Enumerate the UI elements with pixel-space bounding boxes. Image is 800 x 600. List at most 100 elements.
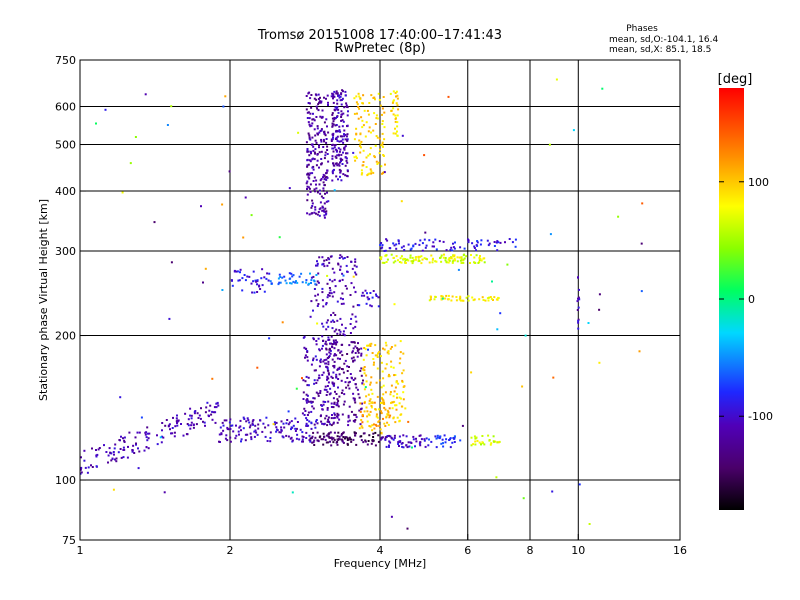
data-point bbox=[283, 426, 286, 429]
data-point bbox=[479, 243, 482, 246]
data-point bbox=[295, 387, 298, 390]
data-point bbox=[340, 110, 343, 113]
data-point bbox=[368, 402, 371, 405]
colorbar-tick-label: 100 bbox=[748, 176, 769, 189]
data-point bbox=[310, 437, 313, 440]
data-point bbox=[96, 453, 99, 456]
data-point bbox=[279, 281, 282, 284]
data-point bbox=[384, 163, 386, 166]
data-point bbox=[206, 401, 209, 404]
data-point bbox=[308, 177, 311, 180]
data-point bbox=[396, 104, 399, 107]
data-point bbox=[483, 443, 486, 446]
data-point bbox=[332, 169, 335, 172]
data-point bbox=[337, 378, 340, 380]
data-point bbox=[255, 431, 258, 434]
data-point bbox=[321, 287, 324, 290]
data-point bbox=[344, 285, 347, 287]
data-point bbox=[389, 441, 392, 444]
data-point bbox=[404, 258, 407, 260]
data-point bbox=[360, 173, 363, 176]
data-point bbox=[419, 239, 422, 242]
data-point bbox=[392, 99, 395, 102]
data-point bbox=[431, 258, 434, 261]
data-point bbox=[345, 386, 348, 389]
data-point bbox=[305, 279, 308, 282]
data-point bbox=[396, 121, 399, 124]
data-point bbox=[344, 437, 346, 440]
data-point bbox=[382, 154, 385, 156]
data-point bbox=[349, 323, 352, 325]
data-point bbox=[145, 431, 148, 434]
data-point bbox=[340, 99, 343, 101]
data-point bbox=[326, 149, 329, 151]
data-point bbox=[452, 254, 455, 257]
data-point bbox=[390, 365, 393, 368]
data-point bbox=[392, 257, 395, 259]
data-point bbox=[299, 428, 302, 431]
data-point bbox=[476, 439, 479, 442]
data-point bbox=[344, 327, 347, 330]
data-point bbox=[433, 298, 436, 301]
data-point bbox=[156, 434, 158, 437]
data-point bbox=[448, 259, 451, 262]
data-point bbox=[311, 166, 314, 169]
data-point bbox=[342, 371, 345, 374]
data-point bbox=[322, 443, 325, 446]
data-point bbox=[366, 415, 369, 418]
data-point bbox=[358, 348, 360, 351]
data-point bbox=[333, 354, 336, 357]
data-points bbox=[79, 78, 644, 530]
data-point bbox=[317, 337, 320, 340]
data-point bbox=[334, 106, 337, 109]
data-point bbox=[322, 197, 325, 199]
data-point bbox=[431, 245, 434, 248]
data-point bbox=[601, 87, 604, 90]
data-point bbox=[363, 410, 366, 413]
data-point bbox=[264, 426, 267, 429]
data-point bbox=[337, 349, 340, 352]
data-point bbox=[368, 434, 371, 437]
data-point bbox=[312, 275, 315, 278]
data-point bbox=[369, 345, 372, 347]
data-point bbox=[327, 435, 330, 438]
data-point bbox=[495, 241, 498, 244]
data-point bbox=[354, 401, 357, 404]
data-point bbox=[205, 406, 208, 409]
data-point bbox=[368, 425, 371, 427]
data-point bbox=[335, 354, 338, 357]
data-point bbox=[171, 432, 174, 435]
data-point bbox=[375, 413, 378, 416]
data-point bbox=[375, 293, 377, 296]
data-point bbox=[304, 354, 307, 357]
data-point bbox=[382, 417, 384, 420]
data-point bbox=[244, 433, 247, 436]
data-point bbox=[337, 438, 340, 441]
data-point bbox=[252, 423, 254, 426]
data-point bbox=[215, 402, 218, 405]
data-point bbox=[400, 442, 403, 445]
data-point bbox=[493, 241, 496, 243]
data-point bbox=[398, 261, 401, 263]
data-point bbox=[331, 113, 334, 116]
data-point bbox=[212, 411, 215, 414]
data-point bbox=[338, 329, 341, 332]
data-point bbox=[384, 436, 387, 439]
data-point bbox=[405, 435, 408, 438]
data-point bbox=[175, 417, 178, 420]
data-point bbox=[395, 255, 398, 258]
data-point bbox=[336, 300, 339, 303]
data-point bbox=[339, 161, 341, 164]
data-point bbox=[339, 317, 342, 320]
data-point bbox=[313, 97, 316, 100]
data-point bbox=[436, 436, 439, 439]
data-point bbox=[390, 109, 393, 112]
data-point bbox=[336, 154, 339, 157]
data-point bbox=[263, 276, 266, 279]
data-point bbox=[353, 413, 356, 416]
data-point bbox=[331, 112, 334, 115]
data-point bbox=[115, 460, 118, 463]
data-point bbox=[112, 451, 115, 453]
data-point bbox=[332, 95, 335, 98]
data-point bbox=[362, 94, 365, 97]
